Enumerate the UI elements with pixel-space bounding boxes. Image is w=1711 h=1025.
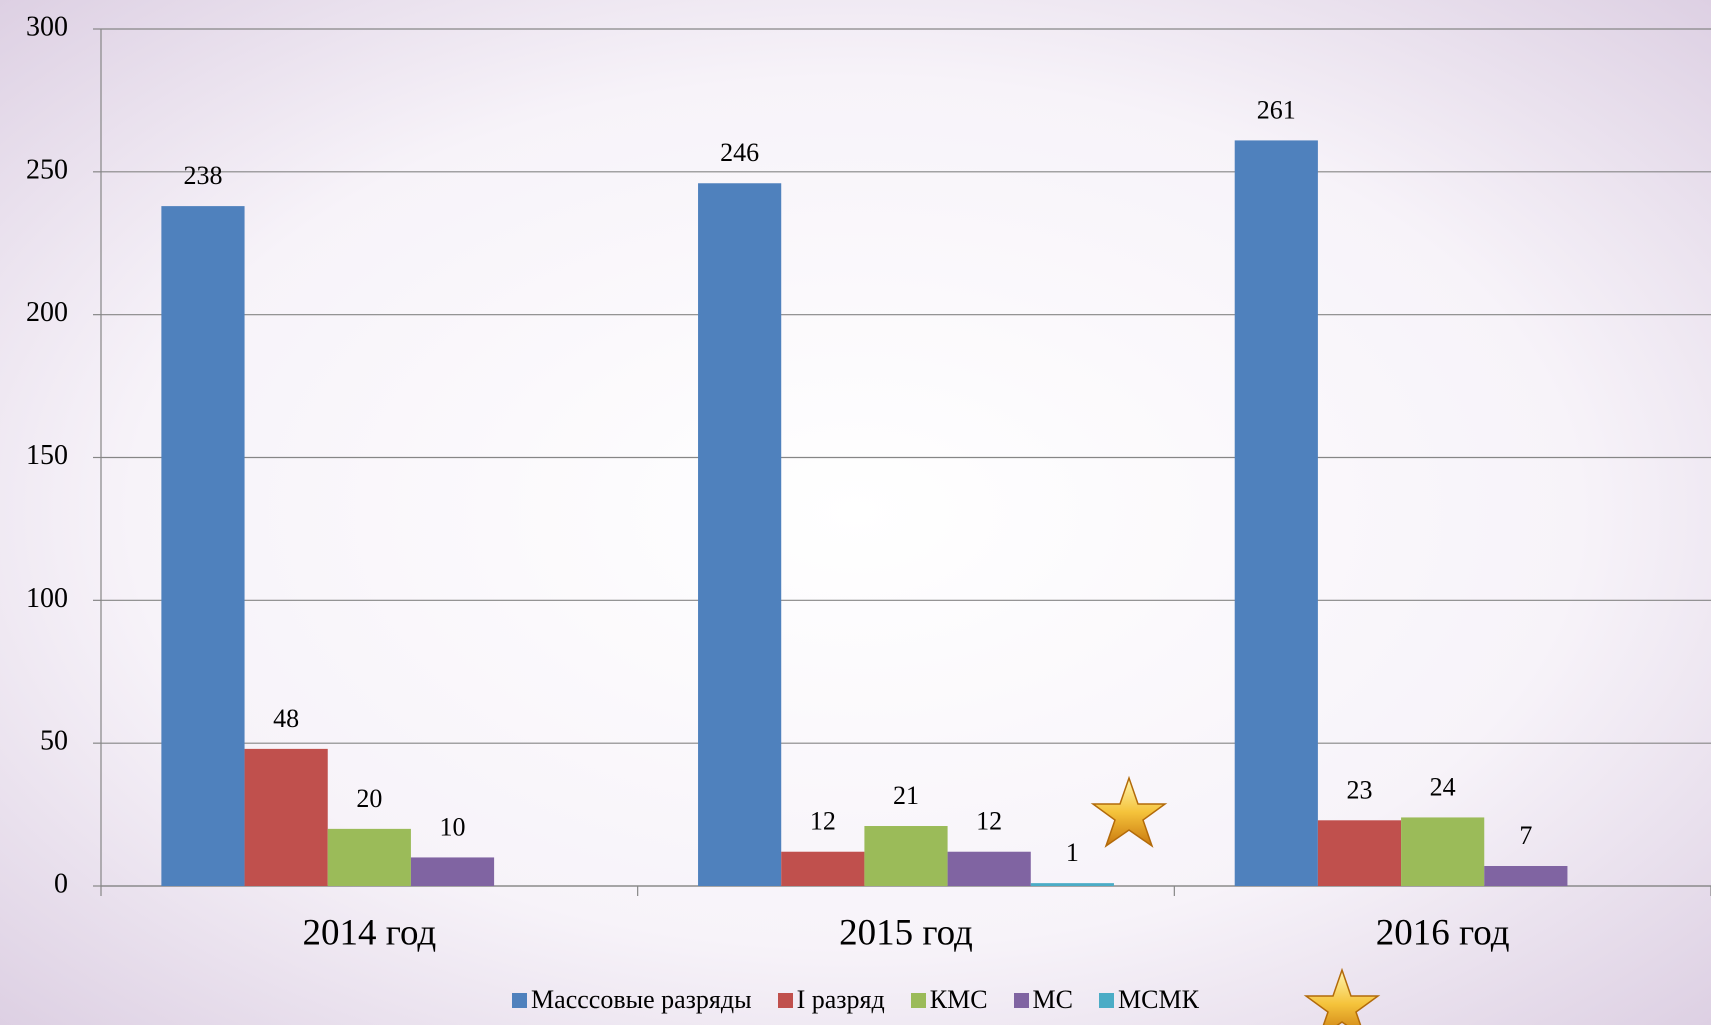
y-tick-label: 150 <box>26 440 68 471</box>
bar <box>864 826 947 886</box>
data-label: 12 <box>976 807 1002 836</box>
legend-label: КМС <box>930 985 988 1015</box>
data-label: 23 <box>1346 775 1372 804</box>
data-label: 7 <box>1519 821 1532 850</box>
legend-swatch <box>512 993 527 1008</box>
legend-label: Масссовые разряды <box>531 985 752 1015</box>
data-label: 261 <box>1257 95 1296 124</box>
legend-item: I разряд <box>778 985 885 1015</box>
star-decoration <box>1093 778 1165 846</box>
y-tick-label: 250 <box>26 154 68 185</box>
bar <box>781 852 864 886</box>
legend-item: КМС <box>911 985 988 1015</box>
data-label: 10 <box>440 812 466 841</box>
legend-item: МСМК <box>1099 985 1199 1015</box>
bar <box>245 749 328 886</box>
bar <box>698 183 781 886</box>
legend-swatch <box>911 993 926 1008</box>
data-label: 238 <box>183 161 222 190</box>
bar <box>1235 140 1318 886</box>
x-tick-label: 2014 год <box>302 912 436 953</box>
y-tick-label: 300 <box>26 11 68 42</box>
data-label: 24 <box>1430 772 1456 801</box>
data-label: 20 <box>356 784 382 813</box>
legend-swatch <box>1099 993 1114 1008</box>
data-label: 21 <box>893 781 919 810</box>
legend-label: МС <box>1033 985 1073 1015</box>
bar <box>948 852 1031 886</box>
data-label: 12 <box>810 807 836 836</box>
legend-swatch <box>1014 993 1029 1008</box>
y-tick-label: 100 <box>26 583 68 614</box>
y-tick-label: 200 <box>26 297 68 328</box>
legend-label: МСМК <box>1118 985 1199 1015</box>
page: 0 50 100 150 200 250 300 2014 год 238 48 20 10 2015 … <box>0 0 1711 1025</box>
bar <box>411 857 494 886</box>
chart: 0 50 100 150 200 250 300 2014 год 238 48 20 10 2015 … <box>0 0 1711 1025</box>
bar <box>328 829 411 886</box>
data-label: 48 <box>273 704 299 733</box>
data-label: 246 <box>720 138 759 167</box>
bar <box>1318 820 1401 886</box>
legend-item: Масссовые разряды <box>512 985 752 1015</box>
data-label: 1 <box>1066 838 1079 867</box>
bar <box>1484 866 1567 886</box>
bar <box>1401 817 1484 886</box>
legend-swatch <box>778 993 793 1008</box>
bar <box>161 206 244 886</box>
legend-label: I разряд <box>797 985 885 1015</box>
x-tick-label: 2016 год <box>1376 912 1510 953</box>
legend-item: МС <box>1014 985 1073 1015</box>
legend: Масссовые разряды I разряд КМС МС МСМК <box>0 985 1711 1015</box>
y-tick-label: 0 <box>54 868 68 899</box>
x-tick-label: 2015 год <box>839 912 973 953</box>
y-tick-label: 50 <box>40 726 68 757</box>
plot: 0 50 100 150 200 250 300 2014 год 238 48 20 10 2015 … <box>26 11 1711 953</box>
bar <box>1031 883 1114 886</box>
